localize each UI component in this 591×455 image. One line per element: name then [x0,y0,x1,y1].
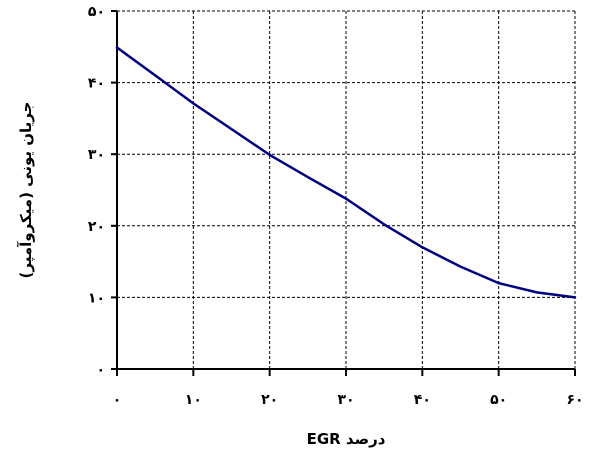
tick-labels: ۰ ۱۰ ۲۰ ۳۰ ۴۰ ۵۰ ۶۰ ۰ ۱۰ ۲۰ ۳۰ ۴۰ ۵۰ [88,4,584,408]
plot-area [117,11,575,369]
series-line [115,46,577,299]
grid [117,10,576,369]
y-tick-label: ۲۰ [88,219,105,235]
x-tick-label: ۱۰ [185,392,202,408]
y-tick-label: ۵۰ [88,4,105,20]
y-tick-label: ۴۰ [88,76,105,92]
series-group [115,46,577,299]
x-tick-label: ۰ [113,392,122,408]
x-tick-label: ۴۰ [414,392,431,408]
y-tick-label: ۳۰ [88,147,105,163]
y-tick-label: ۱۰ [88,290,105,306]
y-axis-title: جریان یونی (میکروآمپر) [17,102,36,279]
x-tick-label: ۵۰ [490,392,507,408]
y-tick-label: ۰ [96,362,105,378]
x-tick-label: ۶۰ [566,392,583,408]
x-tick-label: ۲۰ [261,392,278,408]
x-axis-title: درصد EGR [307,430,386,448]
axes [111,10,576,376]
x-tick-label: ۳۰ [337,392,354,408]
